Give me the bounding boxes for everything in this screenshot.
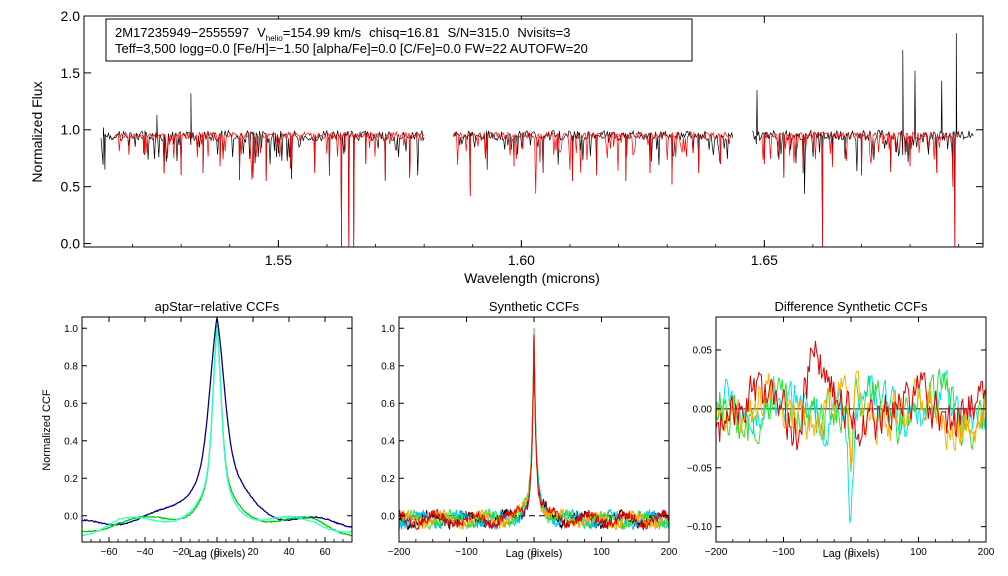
y-tick-label: 0.05 — [693, 345, 713, 356]
ccf-series-line — [82, 327, 353, 536]
synthetic-ccf-xlabel: Lag (pixels) — [506, 548, 563, 560]
synthetic-ccf-ticks: −200 −100 0 100 200 0.0 0.2 0.4 0.6 0.8 1.0 — [381, 317, 678, 558]
y-tick-label: 0.6 — [64, 399, 78, 410]
annotation-box — [105, 18, 693, 62]
x-tick-label: 0 — [214, 547, 220, 558]
apstar-ccf-ticks: −60 −40 −20 0 20 40 60 0.0 0.2 0.4 0.6 0.8 1.0 — [64, 317, 353, 558]
spectrum-ylabel: Normalized Flux — [29, 81, 45, 182]
synthetic-ccf-title: Synthetic CCFs — [489, 299, 580, 314]
spectrum-ticks: 1.55 1.60 1.65 0.0 0.5 1.0 1.5 2.0 — [61, 8, 983, 268]
x-tick-label: 1.65 — [751, 252, 778, 268]
y-tick-label: 0.5 — [61, 179, 81, 195]
y-tick-label: 0.0 — [64, 511, 78, 522]
y-tick-label: 0.0 — [61, 235, 81, 251]
difference-ccf-ticks: −200 −100 0 100 200 −0.10 −0.05 0.00 0.05 — [687, 317, 995, 558]
difference-ccf-panel: −200 −100 0 100 200 −0.10 −0.05 0.00 0.05 Differ… — [687, 299, 995, 560]
synthetic-ccf-frame — [398, 316, 670, 543]
y-tick-label: 1.5 — [61, 65, 81, 81]
x-tick-label: −100 — [772, 547, 795, 558]
x-tick-label: 60 — [319, 547, 331, 558]
ccf-series-line — [81, 325, 353, 537]
y-tick-label: 1.0 — [381, 324, 395, 335]
apstar-ccf-panel: −60 −40 −20 0 20 40 60 0.0 0.2 0.4 0.6 0.8 1.0 apSta… — [41, 299, 353, 560]
spectrum-xlabel: Wavelength (microns) — [464, 270, 600, 286]
spectrum-frame — [83, 15, 984, 248]
x-tick-label: −40 — [137, 547, 154, 558]
ccf-series-line — [81, 317, 353, 528]
difference-ccf-series-line — [715, 368, 987, 472]
y-tick-label: 0.2 — [381, 474, 395, 485]
y-tick-label: 0.00 — [693, 404, 713, 415]
synthetic-ccf-series-line — [398, 334, 670, 531]
x-tick-label: 0 — [848, 547, 854, 558]
y-tick-label: −0.05 — [687, 463, 713, 474]
difference-ccf-series-line — [715, 370, 987, 524]
x-tick-label: 100 — [593, 547, 610, 558]
difference-ccf-frame — [715, 316, 987, 543]
y-tick-label: 0.0 — [381, 511, 395, 522]
difference-ccf-xlabel: Lag (pixels) — [823, 548, 880, 560]
x-tick-label: 1.60 — [508, 252, 535, 268]
difference-ccf-series-line — [715, 340, 987, 451]
synthetic-ccf-panel: −200 −100 0 100 200 0.0 0.2 0.4 0.6 0.8 1.0 Synthe… — [381, 299, 678, 560]
x-tick-label: 1.55 — [265, 252, 292, 268]
x-tick-label: 20 — [247, 547, 259, 558]
apstar-ccf-title: apStar−relative CCFs — [155, 299, 280, 314]
y-tick-label: 1.0 — [64, 324, 78, 335]
model-spectrum-line — [110, 130, 960, 248]
x-tick-label: 100 — [910, 547, 927, 558]
observed-spectrum-line — [100, 33, 974, 248]
apstar-ccf-frame — [81, 316, 353, 543]
x-tick-label: 200 — [978, 547, 995, 558]
x-tick-label: −200 — [705, 547, 728, 558]
difference-ccf-series-line — [715, 370, 987, 467]
y-tick-label: 0.6 — [381, 399, 395, 410]
x-tick-label: 200 — [661, 547, 678, 558]
x-tick-label: −60 — [101, 547, 118, 558]
x-tick-label: −20 — [173, 547, 190, 558]
apstar-ccf-ylabel: Normalized CCF — [41, 389, 53, 471]
y-tick-label: 0.4 — [64, 436, 78, 447]
difference-ccf-lines — [715, 340, 987, 524]
x-tick-label: −100 — [455, 547, 478, 558]
y-tick-label: 1.0 — [61, 122, 81, 138]
y-tick-label: 0.2 — [64, 474, 78, 485]
x-tick-label: 40 — [283, 547, 295, 558]
annotation-line2: Teff=3,500 logg=0.0 [Fe/H]=−1.50 [alpha/… — [115, 41, 588, 56]
spectrum-panel: 1.55 1.60 1.65 0.0 0.5 1.0 1.5 2.0 2M17235949−2… — [29, 8, 984, 286]
apstar-ccf-lines — [81, 317, 353, 537]
y-tick-label: −0.10 — [687, 522, 713, 533]
y-tick-label: 0.8 — [64, 361, 78, 372]
spectrum-lines — [100, 33, 974, 248]
synthetic-ccf-lines — [398, 327, 670, 531]
y-tick-label: 0.4 — [381, 436, 395, 447]
annotation-line1: 2M17235949−2555597 Vhelio=154.99 km/s chis… — [115, 25, 570, 43]
apstar-ccf-xlabel: Lag (pixels) — [189, 548, 246, 560]
difference-ccf-title: Difference Synthetic CCFs — [775, 299, 928, 314]
y-tick-label: 2.0 — [61, 8, 81, 24]
y-tick-label: 0.8 — [381, 361, 395, 372]
x-tick-label: −200 — [388, 547, 411, 558]
x-tick-label: 0 — [531, 547, 537, 558]
